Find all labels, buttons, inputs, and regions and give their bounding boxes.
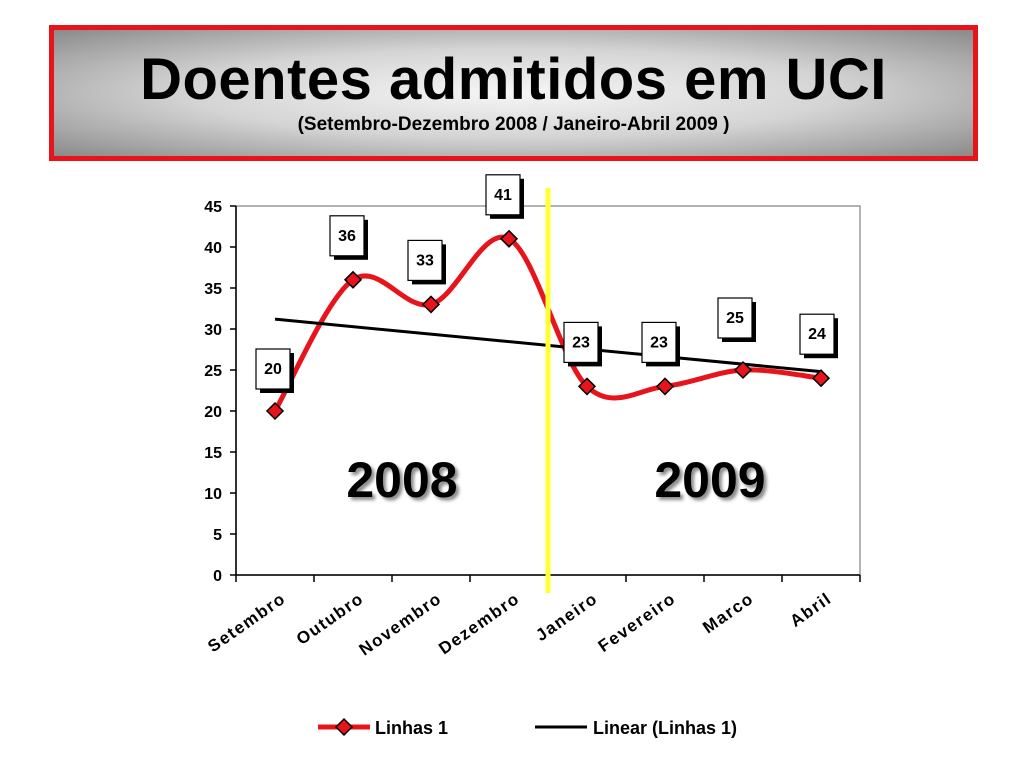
year-annotation: 2008 (346, 452, 457, 508)
data-label-text: 41 (494, 187, 512, 204)
x-tick-label: Novembro (356, 589, 446, 660)
x-tick-label: Fevereiro (595, 589, 680, 656)
legend-swatch-marker (334, 717, 354, 737)
y-tick-label: 25 (204, 363, 222, 380)
data-point (265, 401, 285, 421)
y-tick-label: 40 (204, 240, 222, 257)
legend-label: Linhas 1 (375, 718, 448, 738)
x-tick-label: Janeiro (532, 589, 601, 645)
data-point (811, 369, 831, 388)
x-tick-label: Marco (699, 589, 757, 638)
data-label-text: 33 (416, 252, 434, 269)
data-label-text: 25 (726, 310, 744, 327)
data-label-box (641, 321, 677, 363)
y-tick-label: 0 (213, 568, 222, 585)
legend-label: Linear (Linhas 1) (593, 718, 737, 738)
data-label-box (407, 239, 443, 281)
y-tick-label: 10 (204, 486, 222, 503)
data-point (655, 377, 675, 396)
data-label-text: 24 (808, 326, 826, 343)
slide-title: Doentes admitidos em UCI (140, 47, 887, 112)
data-label-text: 36 (338, 228, 356, 245)
data-label-text: 23 (650, 334, 668, 351)
year-annotation: 2009 (654, 452, 765, 508)
legend: Linhas 1 Linear (Linhas 1) (318, 717, 737, 738)
data-label: 20 (255, 348, 294, 393)
y-tick-label: 15 (204, 445, 222, 462)
data-label: 24 (799, 313, 838, 359)
data-label: 41 (485, 174, 524, 219)
data-label-box (799, 313, 835, 355)
data-label: 25 (717, 297, 756, 342)
data-label-box (563, 321, 599, 363)
y-tick-label: 5 (213, 527, 222, 544)
x-tick-label: Abril (787, 589, 836, 631)
slide-subtitle: (Setembro-Dezembro 2008 / Janeiro-Abril … (297, 114, 730, 135)
data-label-box (329, 215, 365, 257)
title-banner: Doentes admitidos em UCI (Setembro-Dezem… (49, 25, 978, 161)
data-point (577, 377, 597, 396)
data-point (421, 295, 441, 314)
data-label: 23 (563, 321, 602, 367)
y-tick-label: 35 (204, 281, 222, 298)
x-tick-label: Dezembro (435, 589, 523, 659)
y-tick-label: 30 (204, 322, 222, 339)
data-label-box (717, 297, 753, 339)
y-tick-label: 20 (204, 404, 222, 421)
data-label-text: 23 (572, 334, 590, 351)
data-label: 23 (641, 321, 680, 367)
data-label-text: 20 (264, 361, 282, 378)
x-tick-label: Outubro (293, 589, 367, 649)
data-point (343, 270, 363, 289)
data-label-box (255, 348, 291, 390)
y-tick-label: 45 (204, 199, 222, 216)
data-point (499, 229, 519, 248)
x-tick-label: Setembro (204, 589, 289, 656)
data-point (733, 360, 753, 380)
data-label: 33 (407, 239, 446, 285)
data-label-box (485, 174, 521, 216)
data-label: 36 (329, 215, 368, 260)
